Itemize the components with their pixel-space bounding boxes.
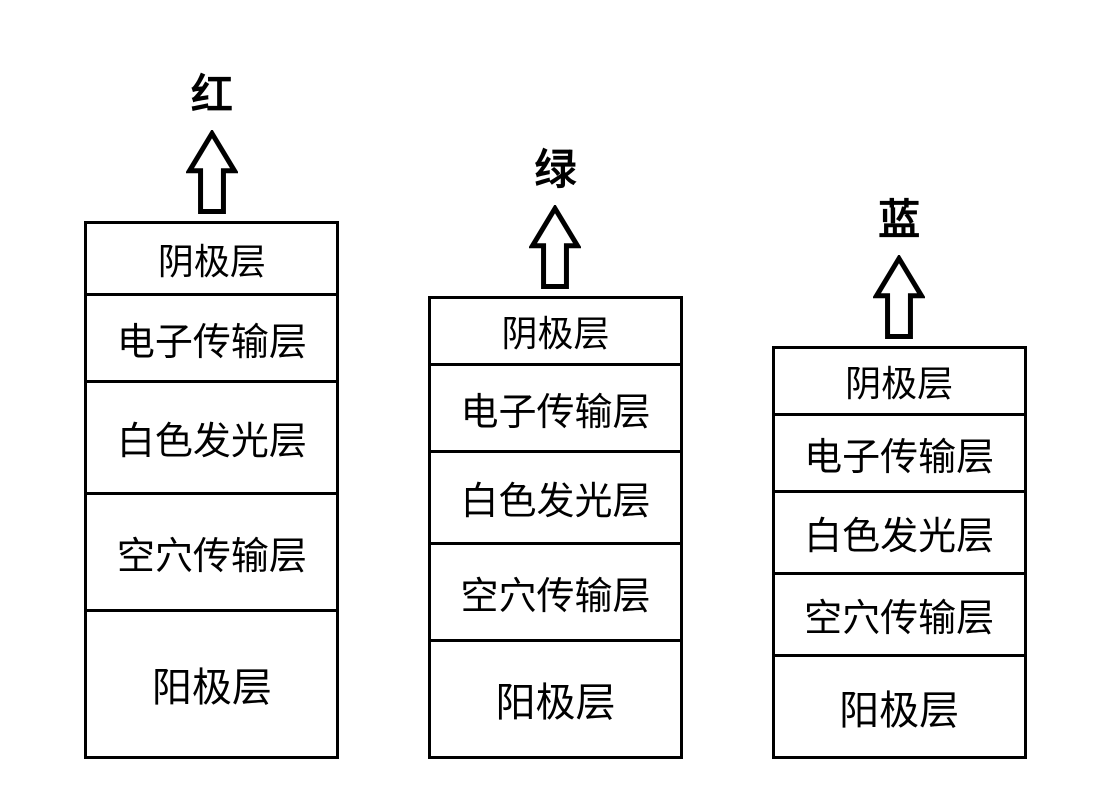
layer-label: 阴极层 xyxy=(158,233,266,285)
layer-label: 阳极层 xyxy=(495,670,615,728)
layer-label: 电子传输层 xyxy=(460,381,650,436)
up-arrow-icon xyxy=(529,205,581,290)
color-label-blue: 蓝 xyxy=(878,186,920,247)
color-label-green: 绿 xyxy=(534,136,576,197)
layer-box: 阴极层 xyxy=(84,221,339,296)
layer-stack-green: 阴极层电子传输层白色发光层空穴传输层阳极层 xyxy=(428,296,683,759)
layer-box: 阴极层 xyxy=(428,296,683,366)
layer-box: 白色发光层 xyxy=(428,450,683,545)
layer-box: 电子传输层 xyxy=(428,363,683,453)
color-label-red: 红 xyxy=(191,61,233,122)
layer-box: 空穴传输层 xyxy=(84,492,339,612)
stack-column-green: 绿阴极层电子传输层白色发光层空穴传输层阳极层 xyxy=(428,136,683,759)
layer-label: 阴极层 xyxy=(501,305,609,357)
layer-label: 空穴传输层 xyxy=(460,565,650,620)
layer-label: 空穴传输层 xyxy=(117,525,307,580)
layer-box: 空穴传输层 xyxy=(428,542,683,642)
layer-box: 阳极层 xyxy=(84,609,339,759)
layer-label: 白色发光层 xyxy=(117,410,307,465)
stack-column-blue: 蓝阴极层电子传输层白色发光层空穴传输层阳极层 xyxy=(772,186,1027,759)
layer-box: 白色发光层 xyxy=(84,380,339,495)
layer-box: 阴极层 xyxy=(772,346,1027,416)
up-arrow-icon xyxy=(873,255,925,340)
layer-label: 阳极层 xyxy=(152,655,272,713)
layer-box: 阳极层 xyxy=(772,654,1027,759)
layer-label: 阴极层 xyxy=(845,355,953,407)
layer-label: 白色发光层 xyxy=(460,470,650,525)
layer-box: 阳极层 xyxy=(428,639,683,759)
up-arrow-icon xyxy=(186,130,238,215)
layer-label: 电子传输层 xyxy=(804,426,994,481)
layer-label: 白色发光层 xyxy=(804,505,994,560)
layer-box: 电子传输层 xyxy=(772,413,1027,493)
layer-stack-red: 阴极层电子传输层白色发光层空穴传输层阳极层 xyxy=(84,221,339,759)
layer-box: 白色发光层 xyxy=(772,490,1027,575)
layer-box: 电子传输层 xyxy=(84,293,339,383)
layer-stack-blue: 阴极层电子传输层白色发光层空穴传输层阳极层 xyxy=(772,346,1027,759)
layer-label: 空穴传输层 xyxy=(804,587,994,642)
layer-label: 阳极层 xyxy=(839,678,959,736)
stack-column-red: 红阴极层电子传输层白色发光层空穴传输层阳极层 xyxy=(84,61,339,759)
diagram-container: 红阴极层电子传输层白色发光层空穴传输层阳极层绿阴极层电子传输层白色发光层空穴传输… xyxy=(0,0,1111,809)
layer-box: 空穴传输层 xyxy=(772,572,1027,657)
layer-label: 电子传输层 xyxy=(117,311,307,366)
